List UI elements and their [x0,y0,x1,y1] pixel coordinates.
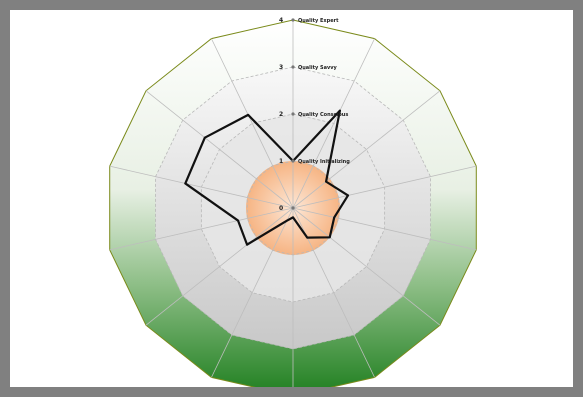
spoke-8 [211,207,294,378]
level-label-4: Quality Expert [298,18,339,24]
tick-mark-4 [291,18,295,22]
spoke-10 [109,207,294,251]
chart-frame: 0 1 2 3 4 Quality Initializing Quality Conscio… [10,10,573,387]
tick-label-4: 4 [279,17,283,24]
tick-mark-3 [291,65,295,69]
level-label-1: Quality Initializing [298,159,350,165]
series-point-8 [285,219,288,222]
spoke-3 [292,165,477,209]
series-point-5 [328,236,331,239]
spoke-11 [109,165,294,209]
series-point-6 [306,236,309,239]
spoke-9 [145,207,294,326]
spoke-1 [292,38,375,209]
grid-ring-3 [155,66,431,350]
level-label-2: Quality Conscious [298,112,348,118]
series-point-7 [292,216,294,219]
tick-label-2: 2 [279,111,283,118]
spoke-4 [292,207,477,251]
tick-mark-1 [291,159,295,163]
series-point-4 [333,216,336,219]
radar-chart: 0 1 2 3 4 Quality Initializing Quality Conscio… [109,17,477,387]
series-point-13 [247,113,250,116]
spoke-2 [292,90,441,209]
tick-label-3: 3 [279,64,283,71]
tick-label-0: 0 [279,205,283,212]
series-point-12 [203,136,206,139]
spoke-5 [292,207,441,326]
tick-mark-0 [291,206,295,210]
spoke-12 [145,90,294,209]
series-point-3 [347,194,349,197]
level-label-3: Quality Savvy [298,65,337,71]
tick-label-1: 1 [279,158,283,165]
series-point-9 [246,243,248,246]
series-point-10 [237,219,239,222]
spoke-13 [211,38,294,209]
series-point-2 [325,180,327,183]
series-point-1 [339,109,341,112]
tick-mark-2 [291,112,295,116]
series-point-11 [184,182,187,185]
